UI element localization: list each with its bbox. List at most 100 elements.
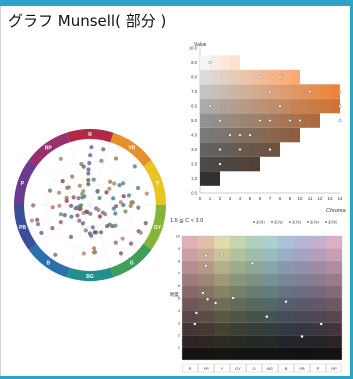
sample-dot	[95, 188, 100, 194]
hue-label-box	[294, 363, 310, 373]
hue-segment-label: G	[130, 260, 134, 266]
color-chip	[270, 113, 280, 128]
color-chip	[294, 298, 310, 311]
sample-point	[204, 264, 208, 268]
sample-point	[194, 311, 198, 315]
color-chip	[310, 285, 326, 298]
color-chip	[230, 273, 246, 286]
hue-spoke	[69, 204, 91, 268]
hue-segment-label: Y	[156, 181, 160, 187]
color-chip	[246, 248, 262, 261]
value-tick-label: 7.0	[191, 89, 197, 94]
sample-dot	[50, 205, 55, 210]
hue-segment	[143, 160, 166, 205]
hue-label-box	[326, 363, 342, 373]
sample-dot	[113, 240, 118, 245]
color-chip	[260, 84, 270, 99]
sample-dot	[107, 186, 112, 191]
color-chip	[214, 322, 230, 336]
sample-point	[265, 315, 269, 319]
color-chip	[250, 113, 260, 128]
color-chip	[182, 248, 198, 261]
color-chip	[230, 248, 246, 261]
color-chip	[182, 347, 198, 360]
hue-segment-label: GY	[154, 225, 162, 231]
color-chip	[220, 113, 230, 128]
color-chip	[250, 69, 260, 85]
color-chip	[230, 285, 246, 298]
sample-point	[319, 322, 323, 326]
sample-dot	[60, 179, 65, 184]
color-chip	[214, 260, 230, 274]
sample-dot	[104, 190, 109, 195]
sample-point	[308, 90, 312, 93]
color-chip	[230, 84, 240, 99]
color-chip	[230, 310, 246, 323]
sample-dot	[136, 205, 141, 210]
color-chip	[278, 298, 294, 311]
color-chip	[246, 236, 262, 249]
sample-dot	[113, 156, 118, 161]
sample-dot	[70, 174, 75, 179]
color-chip	[230, 142, 240, 157]
color-chip	[240, 113, 250, 128]
color-chip	[200, 113, 210, 128]
hue-label: B	[285, 366, 288, 371]
hv-value-tick: 1	[178, 346, 180, 350]
legend-entry: 系列4	[310, 220, 319, 225]
color-chip	[262, 248, 278, 261]
color-chip	[326, 322, 342, 336]
value-axis-title: Value	[194, 42, 207, 48]
sample-dot	[81, 251, 86, 256]
color-chip	[278, 285, 294, 298]
sample-dot	[108, 179, 113, 184]
value-tick-label: 4.0	[191, 133, 197, 138]
hue-segment-label: B	[46, 260, 50, 266]
chroma-tick-label: 4	[239, 196, 242, 201]
hue-segment	[110, 132, 152, 167]
hue-value-chart: 1.5 ≦ C < 3.0 系列1 系列2 系列3 系列4 系列5 明度 1 2 3 4 5 6 7…	[170, 218, 343, 373]
sample-dot	[117, 183, 122, 188]
slide-left-border	[0, 6, 1, 379]
value-tick-label: 6.0	[191, 104, 197, 109]
hue-segment-label: BG	[86, 274, 94, 280]
color-chip	[280, 127, 290, 143]
value-chroma-chart: Value 0.0 1.0 2.0 3.0 4.0 5.0 6.0 7.0 8.0 9.0 10.0…	[189, 42, 346, 214]
chroma-tick-label: 14	[338, 196, 343, 201]
sample-point	[338, 90, 342, 93]
sample-point	[218, 162, 222, 166]
sample-point	[214, 301, 218, 305]
sample-dot	[92, 246, 97, 251]
sample-dot	[111, 196, 116, 201]
chroma-tick-label: 8	[279, 196, 282, 201]
hue-spoke	[69, 142, 91, 206]
value-tick-label: 1.0	[191, 176, 197, 181]
sample-dot	[71, 195, 76, 200]
hue-label-box	[198, 363, 214, 373]
color-chip	[326, 285, 342, 298]
bottom-accent-bar	[0, 376, 350, 379]
color-chip	[220, 98, 230, 114]
color-chip	[326, 310, 342, 323]
color-chip	[182, 322, 198, 336]
hue-label: BG	[267, 366, 273, 371]
color-chip	[214, 236, 230, 249]
color-chip	[290, 84, 300, 99]
hue-label: P	[317, 366, 320, 371]
hv-value-tick: 4	[178, 309, 180, 313]
color-chip	[262, 310, 278, 323]
color-chip	[294, 310, 310, 323]
color-chip	[280, 98, 290, 114]
hue-label: G	[252, 366, 255, 371]
legend-marker	[271, 221, 273, 223]
legend-marker	[289, 221, 291, 223]
color-chip	[230, 113, 240, 128]
value-tick-label: 3.0	[191, 147, 197, 152]
color-chip	[246, 273, 262, 286]
color-chip	[214, 298, 230, 311]
sample-dot	[126, 193, 132, 198]
chroma-tick-label: 11	[308, 196, 313, 201]
sample-dot	[78, 203, 83, 208]
hue-spoke	[89, 204, 111, 268]
sample-dot	[83, 228, 88, 233]
